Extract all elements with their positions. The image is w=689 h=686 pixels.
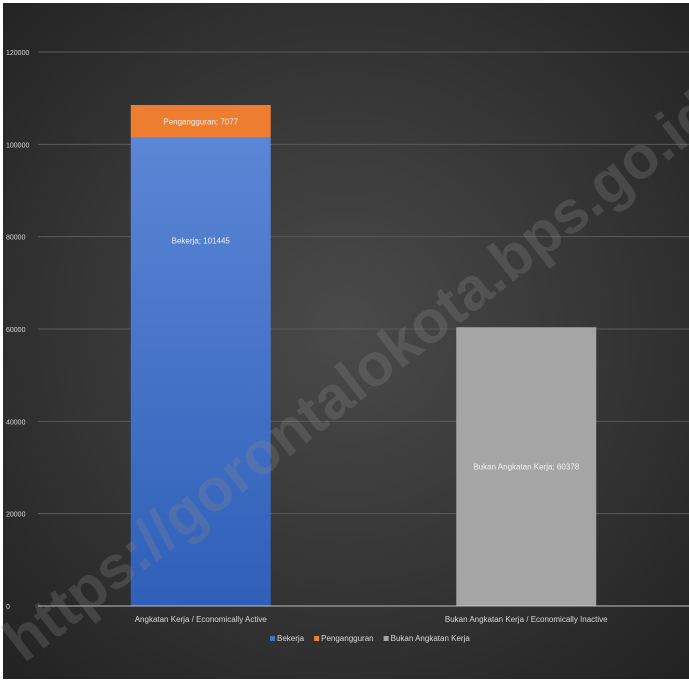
bar-segment [456,327,597,606]
legend-label: Pengangguran [321,634,374,643]
bars [130,104,597,607]
y-tick-label: 20000 [6,512,26,519]
y-tick-label: 120000 [6,50,29,57]
data-label: Bukan Angkatan Kerja; 60378 [473,463,579,472]
y-tick-label: 100000 [6,142,29,149]
y-tick-label: 60000 [6,327,26,334]
legend-swatch [314,636,320,641]
x-tick-label: Bukan Angkatan Kerja / Economically Inac… [445,615,608,624]
legend-swatch [270,636,275,641]
data-labels: Bekerja; 101445 Pengangguran; 7077 Bukan A… [163,117,579,471]
y-axis-ticks: 0 20000 40000 60000 80000 100000 120000 [6,50,29,611]
legend-label: Bukan Angkatan Kerja [391,634,471,643]
y-tick-label: 80000 [6,235,26,242]
bar-segment [130,137,271,607]
x-axis-ticks: Angkatan Kerja / Economically Active Buka… [135,615,608,624]
bar-segment [130,104,271,138]
data-label: Bekerja; 101445 [172,237,231,246]
y-tick-label: 0 [6,604,10,611]
y-tick-label: 40000 [6,419,26,426]
legend-swatch [383,636,389,641]
data-label: Pengangguran; 7077 [163,117,238,126]
legend: Bekerja Pengangguran Bukan Angkatan Kerja [270,634,470,643]
x-tick-label: Angkatan Kerja / Economically Active [135,615,268,624]
legend-label: Bekerja [277,634,305,643]
